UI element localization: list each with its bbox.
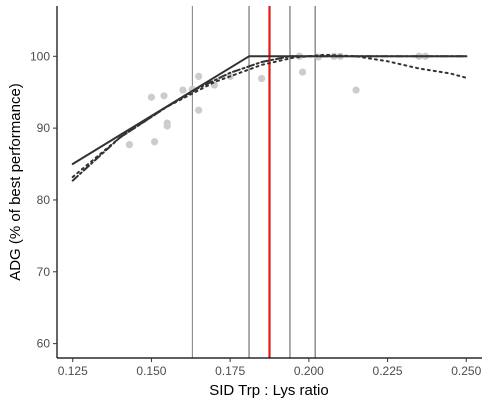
x-tick-label: 0.125	[58, 364, 88, 378]
y-tick-label: 70	[37, 265, 51, 279]
fit-line-dotted	[71, 53, 468, 178]
x-tick-label: 0.175	[215, 364, 245, 378]
data-point	[125, 141, 134, 149]
data-point	[160, 92, 168, 100]
data-point	[195, 72, 203, 80]
y-tick-label: 90	[37, 121, 51, 135]
x-tick-label: 0.250	[451, 364, 481, 378]
data-point	[195, 106, 203, 114]
data-point	[298, 68, 307, 76]
x-tick-label: 0.150	[136, 364, 166, 378]
plot-area	[71, 6, 468, 358]
x-axis-title: SID Trp : Lys ratio	[209, 382, 328, 399]
data-point	[163, 119, 171, 127]
data-point	[147, 93, 156, 101]
y-axis-ticks: 60 70 80 90 100	[30, 49, 57, 351]
data-point	[258, 74, 266, 83]
y-tick-label: 60	[37, 337, 51, 351]
data-point	[352, 86, 360, 94]
x-tick-label: 0.225	[373, 364, 403, 378]
fit-line-solid	[71, 55, 468, 165]
y-tick-label: 100	[30, 49, 50, 63]
y-tick-label: 80	[37, 193, 51, 207]
y-axis-title: ADG (% of best performance)	[7, 83, 24, 281]
data-point	[150, 138, 159, 146]
x-axis-ticks: 0.125 0.150 0.175 0.200 0.225 0.250	[58, 358, 482, 378]
data-point	[179, 86, 187, 94]
x-tick-label: 0.200	[294, 364, 324, 378]
